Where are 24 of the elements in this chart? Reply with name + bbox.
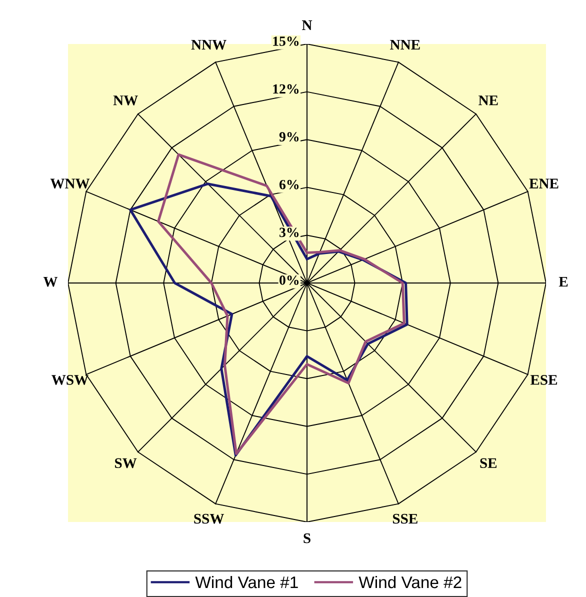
spoke-label: SSW (194, 514, 224, 524)
spoke-label: ESE (530, 375, 558, 385)
spoke-label: S (304, 533, 310, 544)
spoke-label: NNW (191, 40, 226, 50)
legend-label: Wind Vane #1 (195, 576, 298, 588)
legend-label: Wind Vane #2 (358, 576, 462, 588)
spoke-label: NW (113, 96, 138, 106)
spoke-label: W (43, 276, 58, 287)
y-tick-label: 6% (279, 180, 299, 190)
y-tick-label: 3% (280, 228, 299, 238)
spoke-label: N (302, 20, 312, 30)
spoke-label: SW (115, 458, 137, 468)
spoke-label: SE (480, 458, 497, 468)
y-tick-label: 15% (273, 36, 299, 46)
spoke-label: E (558, 276, 568, 287)
spoke-label: NNE (390, 40, 420, 50)
spoke-label: WNW (50, 178, 90, 189)
y-tick-label: 12% (273, 84, 299, 94)
y-tick-label: 9% (279, 132, 299, 142)
spoke-label: ENE (529, 178, 558, 188)
spoke-label: SSE (392, 514, 418, 524)
spoke-label: NE (478, 96, 498, 106)
spoke-label: WSW (52, 375, 88, 385)
y-tick-label: 0% (280, 276, 299, 285)
